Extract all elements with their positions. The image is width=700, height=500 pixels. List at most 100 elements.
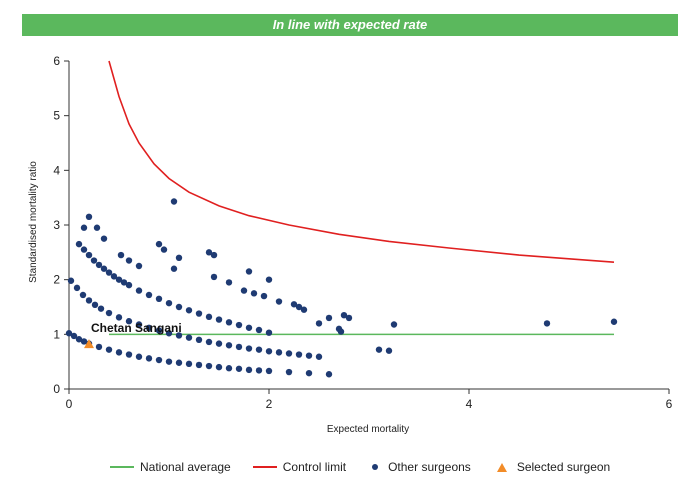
other-surgeon-point <box>79 291 87 299</box>
other-surgeon-point <box>245 324 253 331</box>
other-surgeon-point <box>155 295 163 302</box>
other-surgeon-point <box>80 246 88 253</box>
other-surgeon-point <box>275 298 283 305</box>
other-surgeon-point <box>117 251 125 259</box>
other-surgeon-point <box>170 265 178 272</box>
other-surgeon-point <box>195 361 203 369</box>
other-surgeon-point <box>125 318 133 325</box>
other-surgeon-point <box>295 303 303 311</box>
other-surgeon-point <box>225 279 233 286</box>
other-surgeon-point <box>285 368 293 376</box>
other-surgeon-point <box>225 319 233 326</box>
y-tick-label: 4 <box>53 163 60 177</box>
other-surgeon-point <box>155 240 163 248</box>
other-surgeon-point <box>300 306 308 313</box>
other-surgeon-point <box>195 310 203 317</box>
other-surgeon-point <box>205 313 213 321</box>
other-surgeon-point <box>80 224 88 231</box>
x-tick-label: 0 <box>66 397 73 411</box>
y-tick-label: 3 <box>53 218 60 232</box>
other-surgeon-point <box>145 324 153 331</box>
other-surgeon-point <box>100 235 108 242</box>
other-surgeon-point <box>120 279 128 286</box>
other-surgeon-point <box>175 303 183 311</box>
other-surgeon-point <box>375 346 383 353</box>
other-surgeon-point <box>185 360 193 368</box>
other-surgeon-point <box>337 328 345 335</box>
other-surgeon-point <box>65 330 73 337</box>
selected-surgeon-label: Chetan Sangani <box>91 321 182 335</box>
other-surgeon-point <box>225 365 233 372</box>
other-surgeon-point <box>105 309 113 317</box>
other-surgeon-point <box>175 332 183 339</box>
other-surgeon-point <box>255 367 263 374</box>
y-tick-label: 2 <box>53 273 60 287</box>
status-banner: In line with expected rate <box>22 14 678 36</box>
other-surgeon-point <box>245 345 253 352</box>
other-surgeon-point <box>255 326 263 334</box>
other-surgeon-point <box>295 351 303 358</box>
control-limit-line <box>108 60 615 263</box>
legend-item-selected-surgeon: Selected surgeon <box>493 460 610 474</box>
other-surgeon-point <box>165 330 173 337</box>
y-tick-label: 5 <box>53 109 60 123</box>
other-surgeon-point <box>265 367 273 375</box>
legend-label-selected-surgeon: Selected surgeon <box>516 460 611 474</box>
other-surgeon-point <box>345 314 353 322</box>
other-surgeon-point <box>205 338 213 346</box>
other-surgeon-point <box>205 249 213 256</box>
other-surgeon-point <box>210 273 218 281</box>
other-surgeon-point <box>390 321 398 328</box>
other-surgeon-point <box>93 224 101 231</box>
other-surgeon-point <box>100 265 108 272</box>
legend-swatch-other-surgeons <box>372 464 379 470</box>
other-surgeon-point <box>67 277 75 284</box>
y-tick-label: 1 <box>53 327 60 341</box>
legend-label-national-average: National average <box>140 460 231 474</box>
other-surgeon-point <box>265 276 273 283</box>
other-surgeon-point <box>260 292 268 300</box>
other-surgeon-point <box>155 356 163 364</box>
other-surgeon-point <box>265 329 273 336</box>
x-tick-label: 6 <box>666 397 673 411</box>
other-surgeon-point <box>275 349 283 356</box>
other-surgeon-point <box>73 284 81 292</box>
other-surgeon-point <box>75 240 83 248</box>
other-surgeon-point <box>75 336 83 343</box>
legend: National average Control limit Other sur… <box>110 460 632 474</box>
other-surgeon-point <box>85 213 93 220</box>
legend-swatch-selected-surgeon <box>496 462 507 472</box>
legend-item-control-limit: Control limit <box>252 460 346 474</box>
x-tick-label: 4 <box>466 397 473 411</box>
other-surgeon-point <box>215 316 223 323</box>
other-surgeon-point <box>135 287 143 294</box>
other-surgeon-point <box>97 305 105 312</box>
other-surgeon-point <box>215 363 223 371</box>
other-surgeon-point <box>610 318 618 325</box>
other-surgeon-point <box>225 342 233 349</box>
other-surgeon-point <box>235 343 243 351</box>
other-surgeon-point <box>305 369 313 377</box>
other-surgeon-point <box>125 351 133 358</box>
other-surgeon-point <box>325 371 333 378</box>
other-surgeon-point <box>115 349 123 356</box>
legend-label-other-surgeons: Other surgeons <box>388 460 471 474</box>
other-surgeon-point <box>315 353 323 360</box>
other-surgeon-point <box>115 314 123 321</box>
other-surgeon-point <box>115 276 123 283</box>
other-surgeon-point <box>80 338 88 345</box>
y-axis-title: Standardised mortality ratio <box>28 161 39 283</box>
other-surgeon-point <box>125 281 133 289</box>
other-surgeon-point <box>85 297 93 304</box>
other-surgeon-point <box>385 347 393 354</box>
other-surgeon-point <box>285 350 293 357</box>
legend-item-other-surgeons: Other surgeons <box>368 460 471 474</box>
other-surgeon-point <box>95 343 103 351</box>
other-surgeon-point <box>245 268 253 275</box>
other-surgeon-point <box>185 307 193 314</box>
other-surgeon-point <box>90 257 98 264</box>
other-surgeon-point <box>165 299 173 307</box>
other-surgeon-point <box>165 358 173 365</box>
other-surgeon-point <box>340 312 348 319</box>
